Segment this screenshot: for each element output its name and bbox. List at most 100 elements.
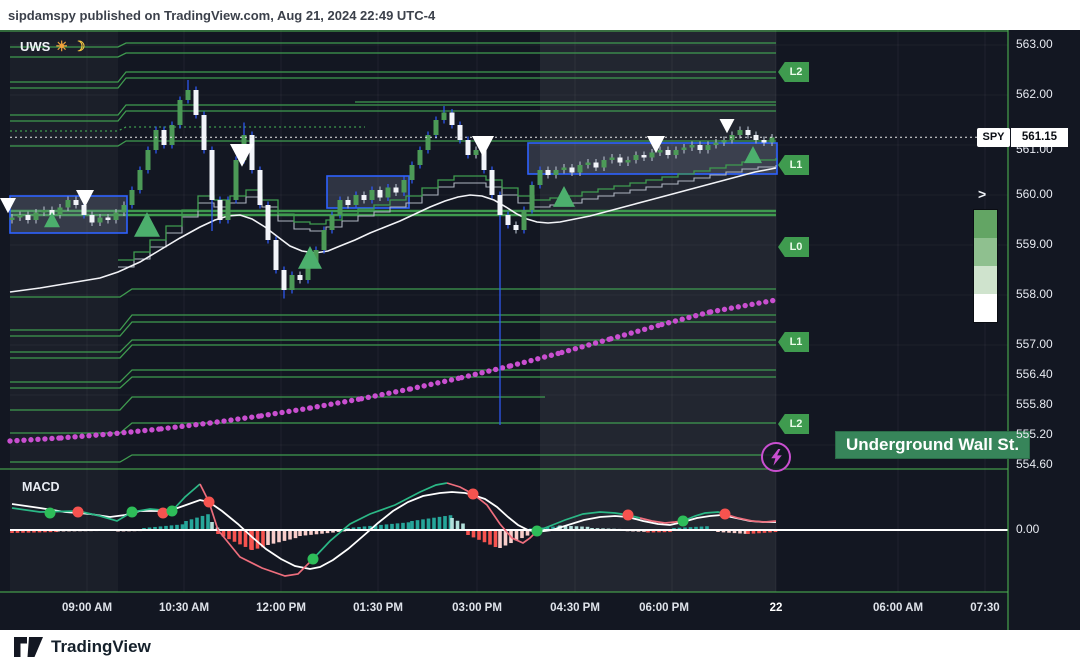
macd-histogram-bar [200,515,205,530]
time-axis-label[interactable]: 10:30 AM [158,602,210,614]
macd-histogram-bar [147,527,152,530]
candle [489,170,495,195]
macd-histogram-bar [189,519,194,530]
tradingview-brand-text[interactable]: TradingView [51,637,151,656]
candle [137,170,143,190]
macd-cross-up-dot [307,553,319,565]
candle [145,150,151,170]
price-axis-label[interactable]: 557.00 [1016,337,1053,351]
macd-histogram-bar [221,530,226,537]
buy-triangle-marker [744,146,762,164]
macd-histogram-bar [373,525,378,530]
price-axis-label[interactable]: 558.00 [1016,287,1053,301]
macd-histogram-bar [303,530,308,536]
candle [401,180,407,193]
macd-histogram-bar [379,524,383,530]
candle [745,130,751,135]
time-axis-label[interactable]: 22 [769,602,783,614]
macd-histogram-bar [683,527,687,530]
time-axis-label[interactable]: 06:00 PM [639,602,689,614]
level-tag-l2[interactable]: L2 [778,414,809,434]
candle [633,155,639,160]
macd-histogram-bar [158,526,163,530]
candle [625,160,631,163]
macd-histogram-bar [37,530,42,533]
time-axis-label[interactable]: 06:00 AM [872,602,924,614]
candle [105,217,111,220]
macd-pane-label[interactable]: MACD [22,480,60,494]
macd-histogram-bar [43,530,47,533]
level-tag-l1[interactable]: L1 [778,332,809,352]
level-tag-l0[interactable]: L0 [778,237,809,257]
macd-cross-down-dot [203,496,215,508]
macd-histogram-bar [325,530,330,534]
macd-histogram-bar [421,519,425,530]
instant-order-button[interactable] [761,442,791,472]
candle [129,190,135,205]
tradingview-logo-icon[interactable] [14,637,43,657]
time-axis-label[interactable]: 09:00 AM [61,602,113,614]
price-axis-label[interactable]: 555.20 [1016,427,1053,441]
price-macd-canvas[interactable] [0,30,1080,630]
uws-level-line [10,71,776,83]
time-axis-label[interactable]: 12:00 PM [256,602,306,614]
candle [673,150,679,155]
candle [385,187,391,198]
price-axis-label[interactable]: 559.00 [1016,237,1053,251]
candle [201,115,207,150]
macd-histogram-bar [450,518,454,530]
candle [273,240,279,270]
candle [393,187,399,193]
candle [457,125,463,140]
publish-header: sipdamspy published on TradingView.com, … [0,0,1080,30]
macd-histogram-bar [721,530,726,533]
time-axis-label[interactable]: 01:30 PM [353,602,403,614]
macd-histogram-bar [426,518,431,530]
candle [769,137,775,143]
macd-histogram-bar [410,521,414,530]
uws-level-line [10,140,776,147]
macd-histogram-bar [232,530,237,542]
uws-level-line [10,104,776,116]
sell-triangle-marker [472,136,494,157]
macd-histogram-bar [390,523,394,530]
level-tag-l1[interactable]: L1 [778,155,809,175]
candle [617,157,623,163]
candle [153,130,159,150]
uws-level-line [10,110,776,122]
price-axis-label[interactable]: 563.00 [1016,37,1053,51]
macd-histogram-bar [668,530,672,533]
time-axis-label[interactable]: 04:30 PM [550,602,600,614]
macd-histogram-bar [493,530,498,548]
macd-line [446,482,538,544]
price-axis-label[interactable]: 562.00 [1016,87,1053,101]
time-axis-label[interactable]: 03:00 PM [452,602,502,614]
sell-triangle-marker [0,198,16,214]
macd-histogram-bar [362,526,367,530]
candle [249,135,255,170]
price-axis-label[interactable]: 555.80 [1016,397,1053,411]
macd-histogram-bar [699,526,704,530]
macd-histogram-bar [277,530,281,543]
macd-histogram-bar [757,530,761,534]
scale-arrow[interactable]: > [978,186,987,202]
chart-area[interactable]: UWS ☀ ☽ MACD SPY 561.15 Underground Wall… [0,30,1080,630]
candle [57,207,63,215]
price-axis-label[interactable]: 0.00 [1016,522,1040,536]
price-axis-label[interactable]: 560.00 [1016,187,1053,201]
macd-histogram-bar [646,530,650,533]
uws-level-line [10,339,776,353]
price-axis-label[interactable]: 554.60 [1016,457,1053,471]
uws-level-line [10,396,545,411]
moon-icon: ☽ [72,38,86,54]
macd-cross-down-dot [719,508,731,520]
indicator-title-badge[interactable]: UWS ☀ ☽ [20,38,85,55]
level-tag-l2[interactable]: L2 [778,62,809,82]
macd-histogram-bar [216,530,220,534]
macd-histogram-bar [21,530,25,533]
price-axis-label[interactable]: 556.40 [1016,367,1053,381]
macd-histogram-bar [563,525,568,530]
macd-histogram-bar [169,525,174,530]
macd-histogram-bar [10,530,14,533]
time-axis-label[interactable]: 07:30 [970,602,1000,614]
